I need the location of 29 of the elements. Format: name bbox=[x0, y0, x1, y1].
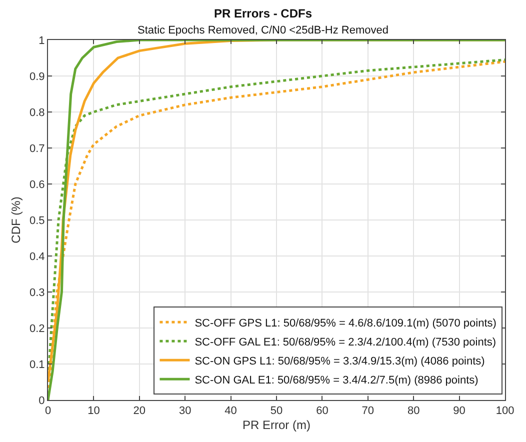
legend-label: SC-ON GPS L1: 50/68/95% = 3.3/4.9/15.3(m) (4086 points) bbox=[194, 355, 485, 368]
x-tick-label: 100 bbox=[496, 405, 514, 418]
y-tick-label: 0.6 bbox=[30, 178, 45, 191]
y-tick-label: 0.4 bbox=[30, 250, 45, 263]
x-axis-title: PR Error (m) bbox=[242, 418, 310, 432]
legend-label: SC-ON GAL E1: 50/68/95% = 3.4/4.2/7.5(m) (8986 points) bbox=[194, 374, 478, 386]
y-tick-label: 0.8 bbox=[30, 106, 45, 119]
y-tick-label: 0.1 bbox=[30, 358, 45, 371]
y-tick-label: 0 bbox=[38, 394, 45, 407]
x-tick-label: 40 bbox=[224, 405, 237, 418]
legend-label: SC-OFF GAL E1: 50/68/95% = 2.3/4.2/100.4(m) (7530 points) bbox=[194, 336, 496, 348]
y-tick-label: 0.5 bbox=[30, 214, 45, 227]
x-tick-label: 90 bbox=[453, 405, 466, 418]
x-tick-label: 80 bbox=[407, 405, 420, 418]
y-axis-title: CDF (%) bbox=[8, 196, 23, 244]
x-tick-label: 60 bbox=[316, 405, 328, 418]
chart-subtitle: Static Epochs Removed, C/N0 <25dB-Hz Removed bbox=[138, 24, 388, 36]
chart-title: PR Errors - CDFs bbox=[214, 6, 312, 21]
x-tick-label: 50 bbox=[270, 405, 283, 418]
x-tick-label: 70 bbox=[362, 405, 374, 418]
legend-label: SC-OFF GPS L1: 50/68/95% = 4.6/8.6/109.1(m) (5070 points) bbox=[194, 317, 496, 330]
y-tick-label: 0.2 bbox=[30, 322, 45, 335]
y-tick-label: 0.7 bbox=[30, 142, 45, 155]
x-tick-label: 10 bbox=[88, 405, 100, 418]
y-tick-label: 0.9 bbox=[30, 70, 45, 83]
x-tick-label: 20 bbox=[133, 405, 146, 418]
y-tick-label: 0.3 bbox=[30, 286, 45, 299]
y-tick-label: 1 bbox=[38, 34, 45, 47]
x-tick-label: 30 bbox=[178, 405, 192, 418]
